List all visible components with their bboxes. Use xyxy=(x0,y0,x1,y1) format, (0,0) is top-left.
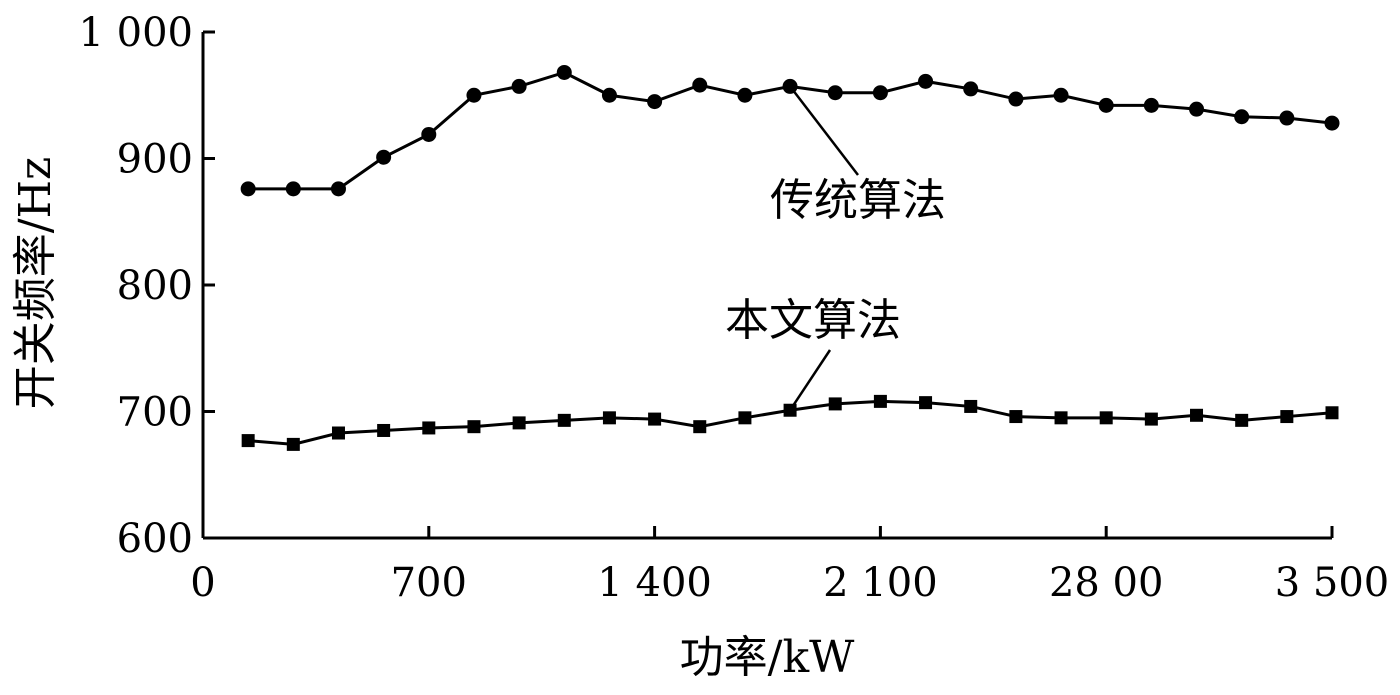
data-point xyxy=(693,420,707,434)
x-tick-label: 0 xyxy=(190,560,215,606)
y-tick-label: 600 xyxy=(117,516,193,562)
y-tick-label: 1 000 xyxy=(78,10,193,56)
data-point xyxy=(422,421,436,435)
data-point xyxy=(738,411,752,425)
data-point xyxy=(1054,411,1068,425)
axes xyxy=(201,32,1332,540)
data-point xyxy=(1190,408,1204,422)
data-point xyxy=(466,87,482,103)
data-point xyxy=(1143,97,1159,113)
data-point xyxy=(963,81,979,97)
data-point xyxy=(827,85,843,101)
data-point xyxy=(1280,410,1294,424)
data-point xyxy=(511,78,527,94)
data-point xyxy=(376,149,392,165)
data-point xyxy=(331,426,345,440)
data-point xyxy=(241,434,255,448)
data-point xyxy=(1235,413,1249,427)
data-point xyxy=(601,87,617,103)
data-point xyxy=(1324,115,1340,131)
data-point xyxy=(1008,91,1024,107)
data-point xyxy=(964,399,978,413)
x-tick-label: 2 100 xyxy=(823,560,938,606)
data-point xyxy=(1189,101,1205,117)
data-point xyxy=(602,411,616,425)
data-point xyxy=(1144,412,1158,426)
data-point xyxy=(285,181,301,197)
data-point xyxy=(828,397,842,411)
data-point xyxy=(873,394,887,408)
data-point xyxy=(421,126,437,142)
data-point xyxy=(1234,109,1250,125)
series-2 xyxy=(241,394,1339,451)
x-tick-label: 1 400 xyxy=(597,560,712,606)
data-point xyxy=(557,413,571,427)
data-point xyxy=(1053,87,1069,103)
y-tick-label: 900 xyxy=(117,137,193,183)
y-tick-label: 800 xyxy=(117,263,193,309)
data-point xyxy=(1098,97,1114,113)
x-tick-label: 28 00 xyxy=(1049,560,1164,606)
x-tick-label: 700 xyxy=(391,560,467,606)
y-axis-label: 开关频率/Hz xyxy=(10,157,61,409)
data-point xyxy=(377,423,391,437)
data-point xyxy=(1279,110,1295,126)
data-point xyxy=(737,87,753,103)
data-point xyxy=(330,181,346,197)
data-point xyxy=(918,73,934,89)
data-point xyxy=(692,77,708,93)
data-point xyxy=(1009,410,1023,424)
x-tick-label: 3 500 xyxy=(1275,560,1390,606)
data-point xyxy=(286,437,300,451)
data-point xyxy=(872,85,888,101)
series-label: 传统算法 xyxy=(770,175,946,226)
y-tick-label: 700 xyxy=(117,390,193,436)
data-point xyxy=(647,94,663,110)
series-label: 本文算法 xyxy=(725,295,901,346)
series-layer xyxy=(240,64,1340,451)
data-point xyxy=(648,412,662,426)
annotation-leader xyxy=(789,349,832,411)
data-point xyxy=(467,420,481,434)
data-point xyxy=(919,396,933,410)
data-point xyxy=(1325,406,1339,420)
data-point xyxy=(240,181,256,197)
data-point xyxy=(512,416,526,430)
x-axis-label: 功率/kW xyxy=(680,632,855,683)
data-point xyxy=(556,64,572,80)
data-point xyxy=(1099,411,1113,425)
ticks: 600 700 800 900 1 000 0 700 1 400 2 100 28 00 3 50… xyxy=(78,10,1389,606)
annotation-leader xyxy=(789,85,859,176)
